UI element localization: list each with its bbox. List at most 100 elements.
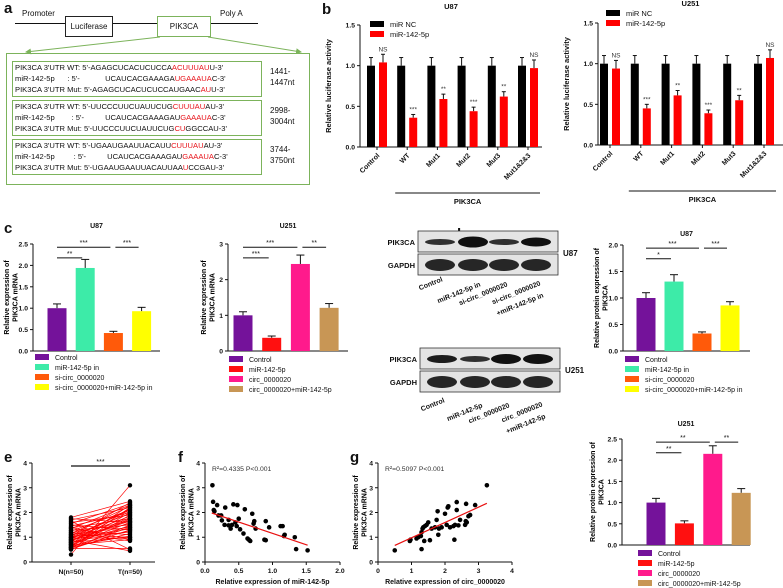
protein-band xyxy=(491,354,521,364)
y-axis-label: Relative protein expression of PIK3CA xyxy=(594,247,610,348)
paired-line xyxy=(70,520,131,541)
paired-line xyxy=(70,524,131,550)
y-axis-label: Relative protein expression of PIK3CA xyxy=(590,441,606,542)
paired-line xyxy=(70,535,131,547)
sequence-post: U-3' xyxy=(209,63,224,72)
y-tick-label: 1 xyxy=(219,313,223,320)
legend-label: miR-142-5p xyxy=(626,19,665,28)
data-point-tumor xyxy=(127,483,133,488)
sequence-row: PIK3CA 3'UTR Mut: 5'-UGAAUGAAUUACAUUAAUC… xyxy=(15,162,224,173)
data-point xyxy=(425,520,431,525)
site-position: 2998- xyxy=(270,106,291,115)
data-point-tumor xyxy=(127,527,133,533)
y-axis-label: Relative expression of PIK3CA mRNA xyxy=(4,260,20,335)
chart-title: U251 xyxy=(280,223,297,230)
promoter-label: Promoter xyxy=(22,9,55,18)
bar-mir-nc xyxy=(427,65,436,147)
bar-mir-142-5p xyxy=(704,113,713,145)
bar-mir-nc xyxy=(600,63,608,145)
legend-label: si-circ_0000020+miR-142-5p in xyxy=(55,385,153,392)
x-tick-label: Mut1 xyxy=(425,152,442,169)
sequence-row: PIK3CA 3'UTR Mut: 5'-AGAGCUCACUCUCCAUGAA… xyxy=(15,84,225,95)
x-tick-label: Mut3 xyxy=(721,150,738,167)
legend-label: miR-142-5p xyxy=(658,561,695,568)
bar xyxy=(636,298,656,351)
paired-line xyxy=(70,518,131,545)
x-tick-label: 1.5 xyxy=(302,568,312,575)
significance-label: *** xyxy=(252,251,260,258)
sequence-red: CUUUAU xyxy=(172,102,206,111)
data-point-tumor xyxy=(127,531,133,536)
data-point xyxy=(247,538,253,544)
bar-mir-nc xyxy=(487,65,496,147)
luciferase-box: Luciferase xyxy=(65,16,113,37)
bar xyxy=(692,333,712,351)
x-tick-label: 1.0 xyxy=(268,568,278,575)
y-tick-label: 0 xyxy=(369,560,373,567)
x-tick-label: 2.0 xyxy=(335,568,345,575)
sequence-post: U-3' xyxy=(211,85,225,94)
significance-label: ** xyxy=(666,446,672,453)
x-tick-label: WT xyxy=(399,152,412,165)
bar-mir-142-5p xyxy=(530,68,538,147)
y-axis-label: Relative expression of PIK3CA mRNA xyxy=(201,260,217,335)
legend-label: circ_0000020 xyxy=(658,571,700,578)
legend-label: Control xyxy=(249,357,272,364)
legend-swatch xyxy=(35,384,49,390)
bar xyxy=(703,453,723,545)
y-tick-label: 1.5 xyxy=(19,284,29,291)
significance-label: *** xyxy=(80,240,88,247)
sequence-post: AU-3' xyxy=(203,141,223,150)
significance-label: *** xyxy=(96,459,104,466)
data-point xyxy=(263,518,269,524)
site-position: 1447nt xyxy=(270,78,295,87)
protein-band xyxy=(521,259,551,271)
data-point-tumor xyxy=(127,546,133,551)
polya-label: Poly A xyxy=(220,9,243,18)
data-point-tumor xyxy=(127,522,133,528)
significance-label: NS xyxy=(611,52,621,59)
data-point xyxy=(421,538,427,544)
data-point xyxy=(456,523,461,528)
x-tick-label: WT xyxy=(633,150,646,163)
x-tick-label: Mut1 xyxy=(660,150,677,167)
data-point xyxy=(241,531,246,536)
protein-band xyxy=(523,376,553,388)
data-point xyxy=(210,499,216,505)
data-point xyxy=(435,508,440,514)
significance-label: *** xyxy=(705,102,713,109)
y-tick-label: 1.0 xyxy=(584,61,594,68)
data-point-tumor xyxy=(127,535,133,540)
sequence-red: U xyxy=(182,163,189,172)
legend-swatch xyxy=(229,366,243,372)
data-point xyxy=(472,502,478,508)
protein-band xyxy=(425,259,455,271)
significance-label: *** xyxy=(668,241,676,248)
bar-mir-142-5p xyxy=(642,108,651,145)
protein-band xyxy=(427,355,457,363)
protein-band xyxy=(458,236,488,248)
data-point xyxy=(231,502,236,507)
y-tick-label: 0 xyxy=(196,560,200,567)
paired-line xyxy=(70,504,131,545)
x-tick-label: Mut1&2&3 xyxy=(503,152,532,181)
data-point xyxy=(228,526,233,531)
significance-label: ** xyxy=(724,435,730,442)
sequence-red: GAAAUA xyxy=(182,152,214,161)
legend-swatch xyxy=(606,10,620,16)
x-tick-label: 4 xyxy=(510,568,514,575)
zoom-arrows xyxy=(25,36,302,55)
site-box xyxy=(12,61,262,97)
legend-swatch xyxy=(229,386,243,392)
paired-line xyxy=(70,536,131,543)
sequence-red: CUUUAU xyxy=(171,141,204,150)
y-tick-label: 0.5 xyxy=(346,104,356,111)
bar-mir-nc xyxy=(630,63,639,145)
legend-swatch xyxy=(625,376,639,382)
sequence-row: miR-142-5p : 5'- UCAUCACGAAAGAUGAAAUAC-3… xyxy=(15,151,228,162)
sequence-pre: PIK3CA 3'UTR Mut: 5'-UGAAUGAAUUACAUUAA xyxy=(15,163,183,172)
utr-sites-box xyxy=(6,53,310,185)
y-tick-label: 0.0 xyxy=(608,543,618,550)
site-position: 3744- xyxy=(270,145,291,154)
